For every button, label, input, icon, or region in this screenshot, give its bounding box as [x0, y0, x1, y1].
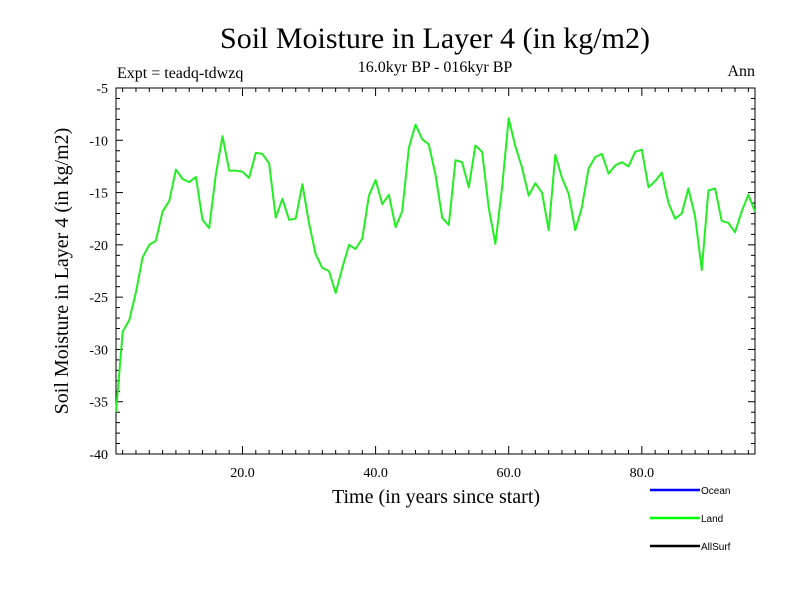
chart-subtitle: 16.0kyr BP - 016kyr BP [358, 59, 513, 76]
period-label: Ann [727, 63, 755, 80]
x-tick-label: 80.0 [630, 466, 655, 481]
x-tick-label: 60.0 [496, 466, 521, 481]
y-tick-label: -5 [96, 82, 108, 97]
legend-label-land: Land [701, 514, 723, 525]
x-tick-label: 20.0 [230, 466, 255, 481]
y-tick-label: -15 [89, 187, 108, 202]
y-tick-label: -25 [89, 291, 108, 306]
x-axis-ticks [122, 88, 749, 454]
y-axis-ticks [116, 87, 755, 455]
x-axis-tick-labels: 20.0 40.0 60.0 80.0 [230, 466, 654, 481]
y-axis-tick-labels: -40 -35 -30 -25 -20 -15 -10 -5 [89, 82, 108, 463]
y-tick-label: -20 [89, 239, 108, 254]
y-axis-label: Soil Moisture in Layer 4 (in kg/m2) [51, 128, 73, 415]
x-axis-label: Time (in years since start) [332, 486, 540, 508]
plot-frame [115, 87, 756, 455]
experiment-label: Expt = teadq-tdwzq [117, 65, 243, 82]
series-line-land [115, 117, 756, 413]
y-tick-label: -30 [89, 343, 108, 358]
series-layer [115, 117, 756, 413]
legend: Ocean Land AllSurf [650, 486, 731, 553]
legend-label-ocean: Ocean [701, 486, 730, 497]
y-tick-label: -35 [89, 396, 108, 411]
x-tick-label: 40.0 [363, 466, 388, 481]
y-tick-label: -40 [89, 448, 108, 463]
chart-title: Soil Moisture in Layer 4 (in kg/m2) [220, 22, 650, 55]
legend-label-allsurf: AllSurf [701, 542, 731, 553]
y-tick-label: -10 [89, 134, 108, 149]
